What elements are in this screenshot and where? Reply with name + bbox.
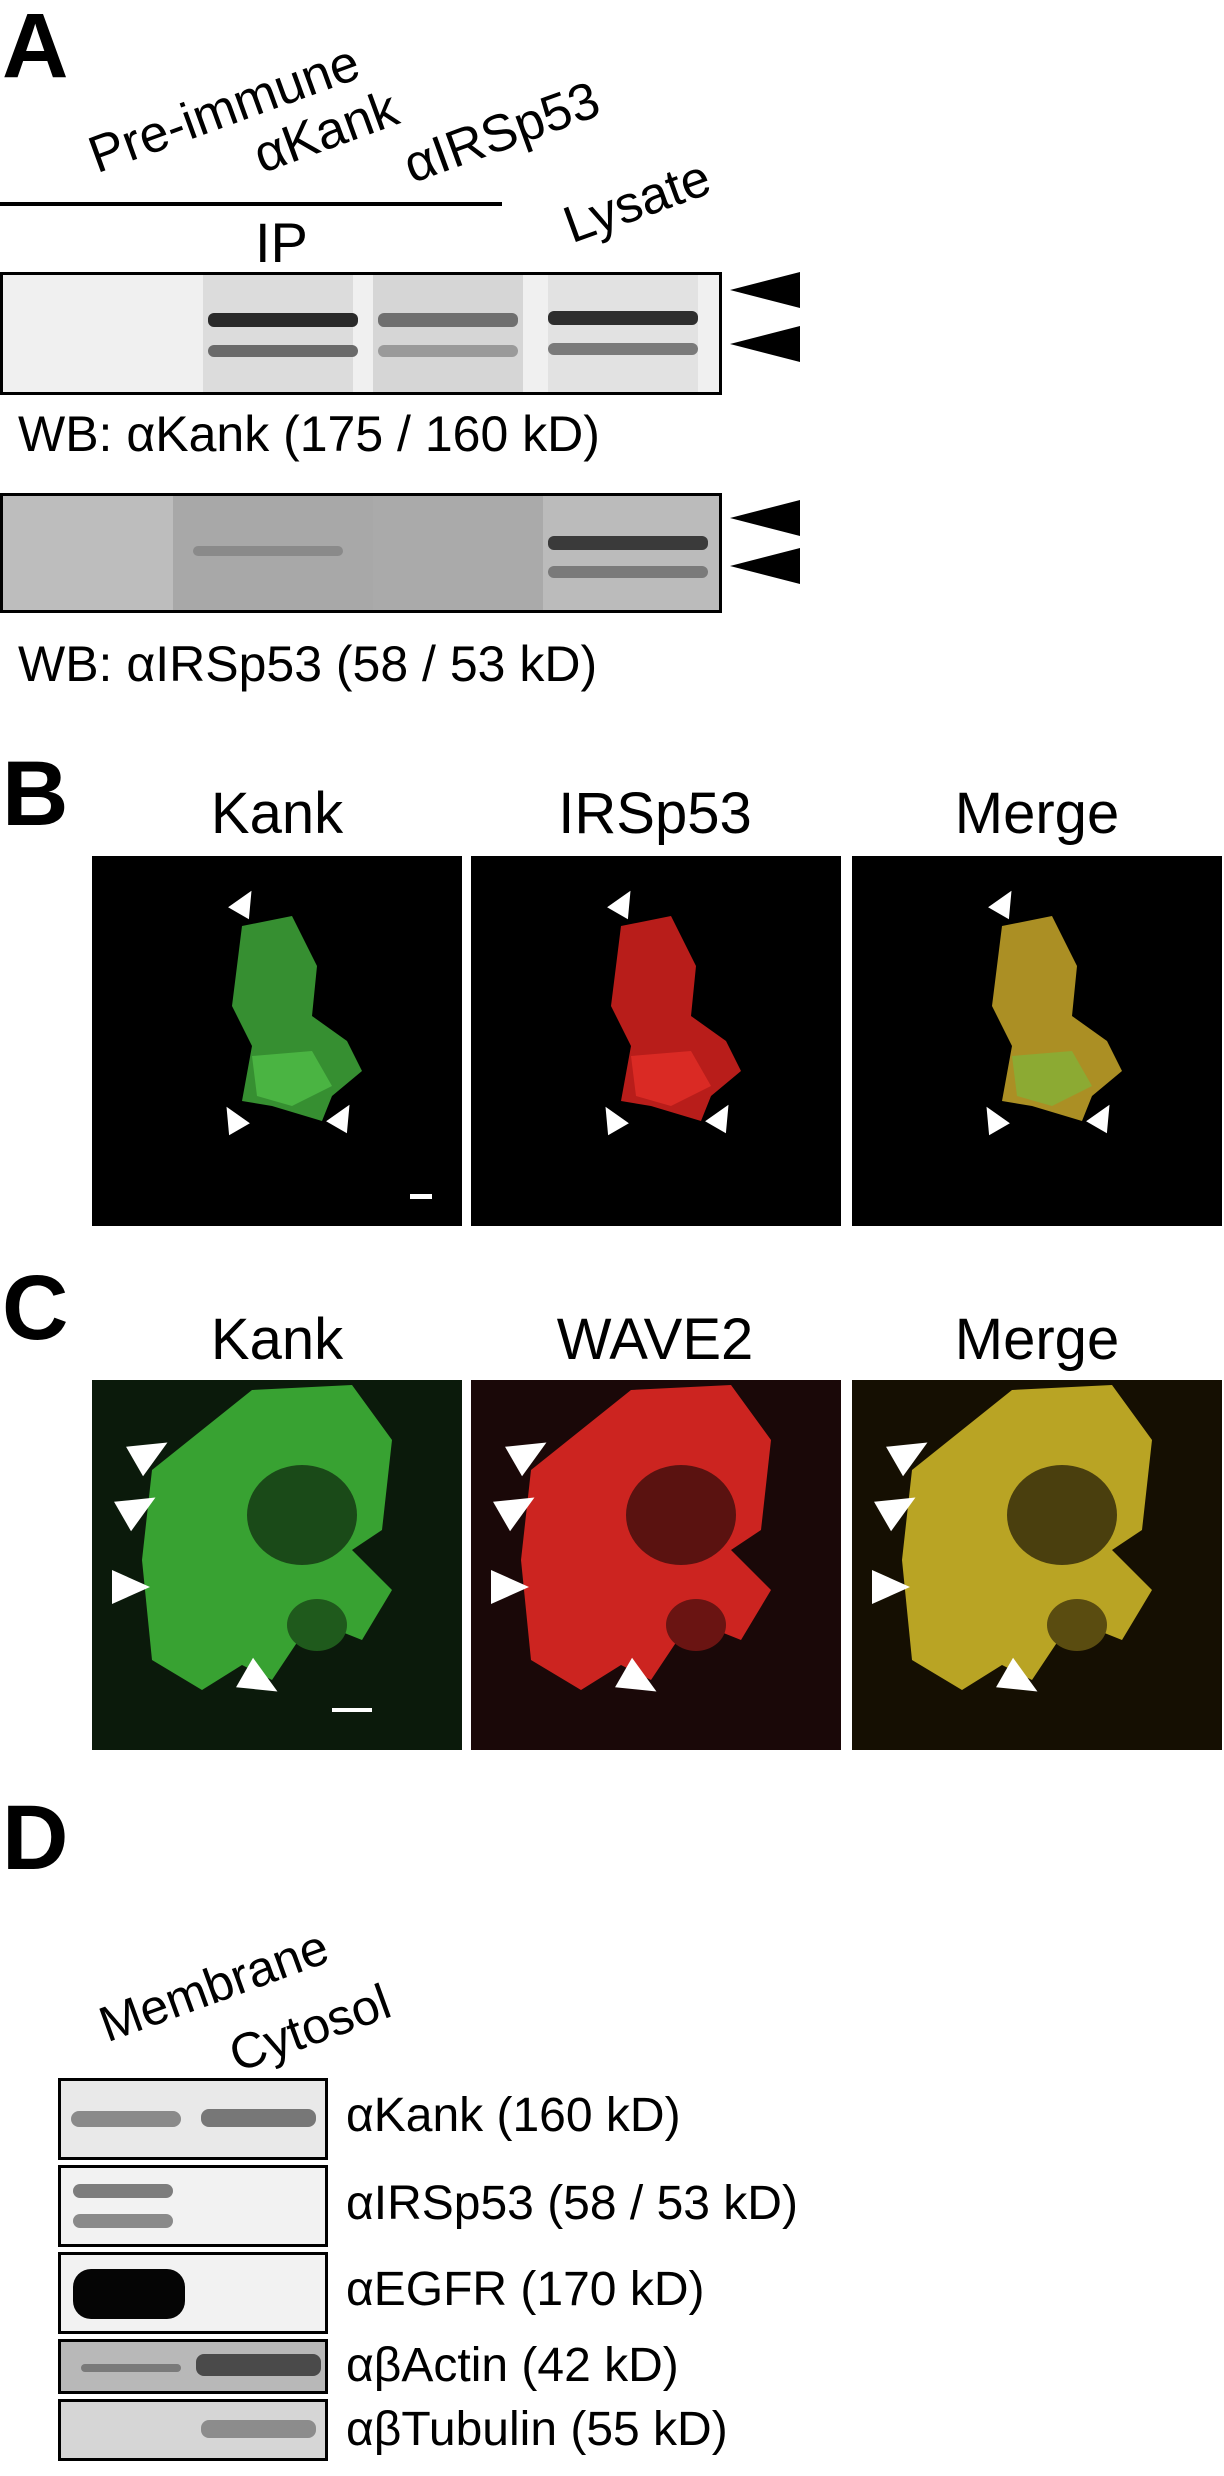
- panel-b-col-kank: Kank: [210, 781, 344, 846]
- band: [193, 546, 343, 556]
- panel-d-letter: D: [2, 1787, 69, 1889]
- band: [548, 311, 698, 325]
- band: [73, 2269, 185, 2319]
- d-blot-irsp53: [58, 2165, 328, 2247]
- d-blot-egfr: [58, 2252, 328, 2334]
- panel-c-col-wave2: WAVE2: [556, 1307, 754, 1372]
- panel-b-col-irsp53: IRSp53: [558, 781, 752, 846]
- d-row-label-tubulin: αβTubulin (55 kD): [346, 2403, 728, 2456]
- arrowhead-icon: [491, 1570, 529, 1604]
- panel-c-letter: C: [2, 1257, 69, 1359]
- panel-c-merge-image: [852, 1380, 1222, 1750]
- panel-c-wave2-image: [471, 1380, 841, 1750]
- arrowhead-icon: [730, 326, 800, 362]
- band: [548, 566, 708, 578]
- band: [73, 2214, 173, 2228]
- panel-c-col-kank: Kank: [210, 1307, 344, 1372]
- panel-b-letter: B: [2, 743, 69, 845]
- band: [208, 345, 358, 357]
- band: [548, 536, 708, 550]
- d-blot-kank: [58, 2078, 328, 2160]
- band: [378, 313, 518, 327]
- panel-c-col-merge: Merge: [954, 1307, 1120, 1372]
- band: [201, 2109, 316, 2127]
- band: [208, 313, 358, 327]
- wb-kank-blot: [0, 272, 722, 395]
- ip-label: IP: [255, 211, 308, 274]
- band: [548, 343, 698, 355]
- band: [201, 2420, 316, 2438]
- wb-irsp53-blot: [0, 493, 722, 613]
- d-row-label-actin: αβActin (42 kD): [346, 2339, 679, 2392]
- lane-label-airsp53: αIRSp53: [396, 70, 608, 195]
- arrowhead-icon: [730, 272, 800, 308]
- d-row-label-irsp53: αIRSp53 (58 / 53 kD): [346, 2177, 798, 2230]
- band: [71, 2111, 181, 2127]
- wb-kank-label: WB: αKank (175 / 160 kD): [18, 406, 600, 462]
- arrowhead-icon: [872, 1570, 910, 1604]
- panel-b-col-merge: Merge: [954, 781, 1120, 846]
- panel-a-letter: A: [2, 0, 69, 97]
- panel-c-kank-image: [92, 1380, 462, 1750]
- band: [73, 2184, 173, 2198]
- band: [81, 2364, 181, 2372]
- wb-irsp53-label: WB: αIRSp53 (58 / 53 kD): [18, 636, 598, 692]
- arrowhead-icon: [730, 548, 800, 584]
- d-blot-tubulin: [58, 2399, 328, 2461]
- d-blot-actin: [58, 2339, 328, 2394]
- band: [196, 2354, 321, 2376]
- panel-b-irsp53-image: [471, 856, 841, 1226]
- panel-b-kank-image: [92, 856, 462, 1226]
- arrowhead-icon: [730, 500, 800, 536]
- lane-label-lysate: Lysate: [556, 148, 719, 255]
- arrowhead-icon: [112, 1570, 150, 1604]
- panel-b-merge-image: [852, 856, 1222, 1226]
- band: [378, 345, 518, 357]
- d-row-label-kank: αKank (160 kD): [346, 2089, 681, 2142]
- ip-bracket-line: [0, 202, 502, 206]
- d-row-label-egfr: αEGFR (170 kD): [346, 2263, 705, 2316]
